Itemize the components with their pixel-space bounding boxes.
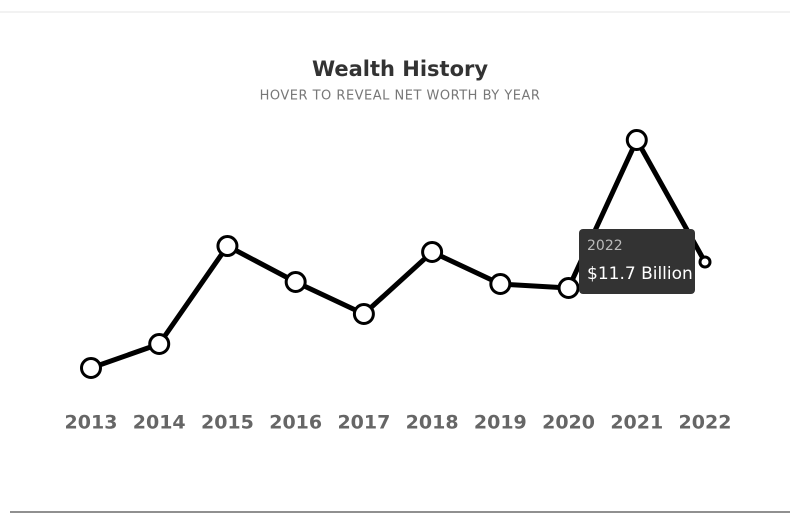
x-tick-label: 2021 bbox=[610, 412, 663, 434]
x-tick-label: 2017 bbox=[337, 412, 390, 434]
x-tick-label: 2019 bbox=[474, 412, 527, 434]
line bbox=[90, 137, 708, 371]
tooltip-value: $11.7 Billion bbox=[587, 264, 693, 284]
point bbox=[557, 277, 580, 299]
x-tick-label: 2013 bbox=[65, 412, 118, 434]
x-tick-label: 2014 bbox=[133, 412, 186, 434]
chart-subtitle: HOVER TO REVEAL NET WORTH BY YEAR bbox=[260, 89, 541, 104]
tooltip-box bbox=[579, 229, 695, 294]
x-tick-label: 2015 bbox=[201, 412, 254, 434]
x-tick-label: 2018 bbox=[406, 412, 459, 434]
tooltip: 2022 $11.7 Billion bbox=[579, 229, 695, 294]
point bbox=[216, 235, 239, 257]
point bbox=[698, 255, 712, 269]
x-tick-label: 2022 bbox=[679, 412, 732, 434]
point bbox=[148, 333, 171, 355]
point bbox=[284, 271, 307, 293]
point bbox=[489, 273, 512, 295]
point bbox=[421, 241, 444, 263]
chart-title: Wealth History bbox=[312, 57, 488, 81]
point bbox=[80, 357, 102, 379]
point bbox=[625, 129, 648, 151]
x-tick-label: 2016 bbox=[269, 412, 322, 434]
x-tick-label: 2020 bbox=[542, 412, 595, 434]
tooltip-year: 2022 bbox=[587, 238, 623, 254]
point bbox=[352, 303, 375, 325]
